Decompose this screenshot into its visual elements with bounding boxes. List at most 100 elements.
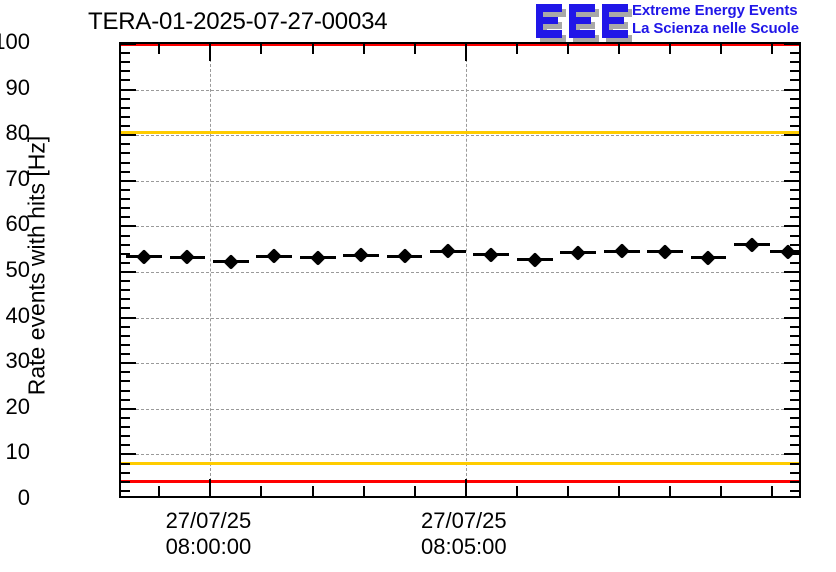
x-axis-tick-minor [618,486,621,496]
y-axis-tick-minor [121,234,130,237]
y-axis-tick-major [784,88,799,91]
y-axis-tick-minor [121,216,130,219]
x-axis-tick-minor [260,486,263,496]
data-point-marker [570,245,586,261]
eee-logo-text: Extreme Energy Events La Scienza nelle S… [632,2,799,38]
y-axis-tick-minor [790,480,799,483]
y-axis-tick-minor [121,444,130,447]
y-axis-tick-major [121,453,136,456]
threshold-line-upper-warning [121,131,799,135]
eee-logo-line2: La Scienza nelle Scuole [632,20,799,37]
grid-line-horizontal [121,226,799,228]
data-point-marker [396,248,413,264]
y-axis-tick-major [784,316,799,319]
y-axis-tick-major [784,407,799,410]
x-axis-tick-major [209,44,212,61]
y-axis-tick-minor [790,471,799,474]
x-axis-tick-label-date: 27/07/25 [421,508,507,533]
grid-line-vertical [210,44,212,496]
y-axis-tick-minor [790,298,799,301]
x-axis-tick-minor [362,44,365,54]
y-axis-tick-minor [121,97,130,100]
data-point-marker [700,250,717,266]
data-point-marker [779,244,796,260]
y-axis-tick-minor [790,444,799,447]
x-axis-tick-label-time: 08:05:00 [421,534,507,559]
y-axis-tick-minor [121,152,130,155]
y-axis-tick-major [121,88,136,91]
data-point-marker [179,249,196,266]
x-axis-tick-minor [158,44,161,54]
x-axis-tick-minor [720,44,723,54]
y-axis-tick-minor [121,389,130,392]
y-axis-tick-label: 50 [5,257,30,282]
y-axis-tick-minor [790,435,799,438]
grid-line-horizontal [121,363,799,365]
eee-letter-icon [569,4,599,43]
x-axis-tick-major [209,479,212,496]
y-axis-tick-minor [790,115,799,118]
y-axis-tick-minor [121,161,130,164]
data-point-marker [744,236,760,253]
eee-logo-mark [536,4,632,43]
x-axis-tick-minor [771,44,774,54]
grid-line-horizontal [121,317,799,319]
y-axis-tick-major [121,134,136,137]
y-axis-tick-minor [121,343,130,346]
plot-area [121,44,799,496]
y-axis-tick-minor [790,462,799,465]
y-axis-tick-minor [790,125,799,128]
y-axis-tick-minor [121,480,130,483]
x-axis-tick-minor [669,44,672,54]
y-axis-tick-major [784,225,799,228]
y-axis-tick-minor [121,334,130,337]
y-axis-tick-minor [790,243,799,246]
y-axis-tick-minor [121,398,130,401]
y-axis-tick-major [784,134,799,137]
y-axis-tick-minor [790,252,799,255]
y-axis-tick-minor [790,188,799,191]
y-axis-tick-major [121,44,136,45]
grid-line-horizontal [121,454,799,456]
threshold-line-upper-alarm [121,44,799,46]
data-point-marker [266,248,283,265]
grid-line-horizontal [121,408,799,410]
y-axis-tick-minor [790,106,799,109]
y-axis-tick-minor [121,207,130,210]
y-axis-tick-minor [121,380,130,383]
y-axis-tick-minor [121,261,130,264]
y-axis-tick-minor [790,426,799,429]
y-axis-tick-minor [121,426,130,429]
y-axis-tick-minor [121,416,130,419]
y-axis-tick-minor [790,207,799,210]
eee-letter-icon [602,4,632,43]
y-axis-tick-major [121,407,136,410]
y-axis-tick-label: 10 [5,439,30,465]
y-axis-tick-minor [790,389,799,392]
y-axis-tick-minor [121,298,130,301]
y-axis-tick-minor [790,353,799,356]
grid-line-horizontal [121,135,799,137]
y-axis-tick-major [121,316,136,319]
x-axis-tick-minor [413,486,416,496]
y-axis-tick-minor [121,307,130,310]
page-title: TERA-01-2025-07-27-00034 [88,8,388,35]
data-point-marker [353,247,369,263]
data-point-marker [440,243,456,259]
y-axis-tick-minor [790,143,799,146]
y-axis-tick-label: 20 [5,393,30,419]
data-point-marker [613,243,630,260]
y-axis-tick-label: 60 [5,211,30,237]
y-axis-tick-major [121,225,136,228]
y-axis-tick-minor [121,61,130,64]
y-axis-tick-minor [790,280,799,283]
y-axis-tick-minor [790,371,799,374]
y-axis-tick-minor [121,489,130,492]
y-axis-tick-minor [790,325,799,328]
data-point-marker [657,244,673,260]
data-point-marker [223,253,239,270]
x-axis-tick-minor [515,44,518,54]
y-axis-tick-minor [790,398,799,401]
y-axis-tick-minor [790,216,799,219]
